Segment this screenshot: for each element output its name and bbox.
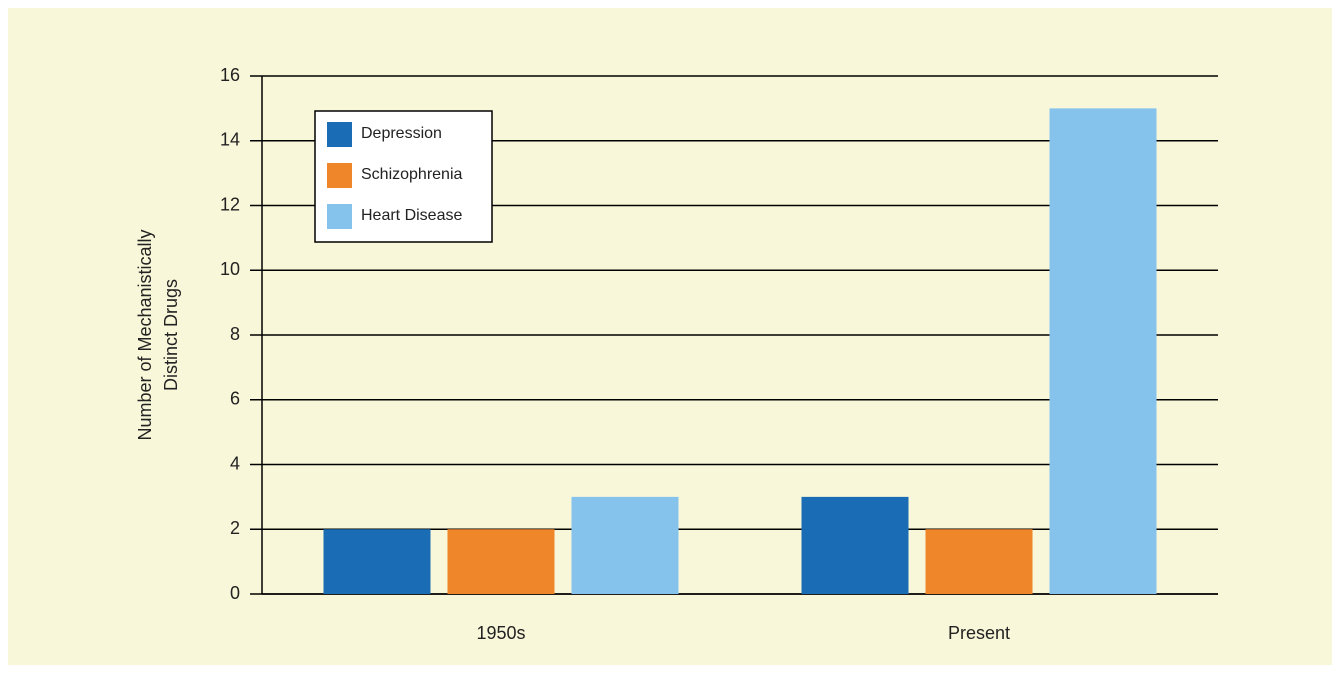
y-tick-label: 8 — [230, 324, 240, 344]
y-tick-label: 10 — [220, 259, 240, 279]
legend-swatch — [327, 163, 352, 188]
bar — [323, 529, 431, 594]
x-tick-label: 1950s — [476, 623, 525, 643]
y-tick-label: 6 — [230, 389, 240, 409]
bar — [571, 496, 679, 594]
legend-swatch — [327, 122, 352, 147]
legend-label: Depression — [361, 125, 442, 142]
bar — [801, 496, 909, 594]
y-tick-label: 0 — [230, 583, 240, 603]
y-axis-label: Distinct Drugs — [161, 279, 181, 391]
legend-label: Heart Disease — [361, 207, 462, 224]
legend-label: Schizophrenia — [361, 166, 463, 183]
y-tick-label: 2 — [230, 518, 240, 538]
bar — [447, 529, 555, 594]
legend-swatch — [327, 204, 352, 229]
bar — [1049, 108, 1157, 594]
y-tick-label: 16 — [220, 65, 240, 85]
y-tick-label: 4 — [230, 453, 240, 473]
bar — [925, 529, 1033, 594]
x-tick-label: Present — [948, 623, 1010, 643]
y-tick-label: 12 — [220, 194, 240, 214]
y-tick-label: 14 — [220, 130, 240, 150]
y-axis-label: Number of Mechanistically — [135, 229, 155, 440]
